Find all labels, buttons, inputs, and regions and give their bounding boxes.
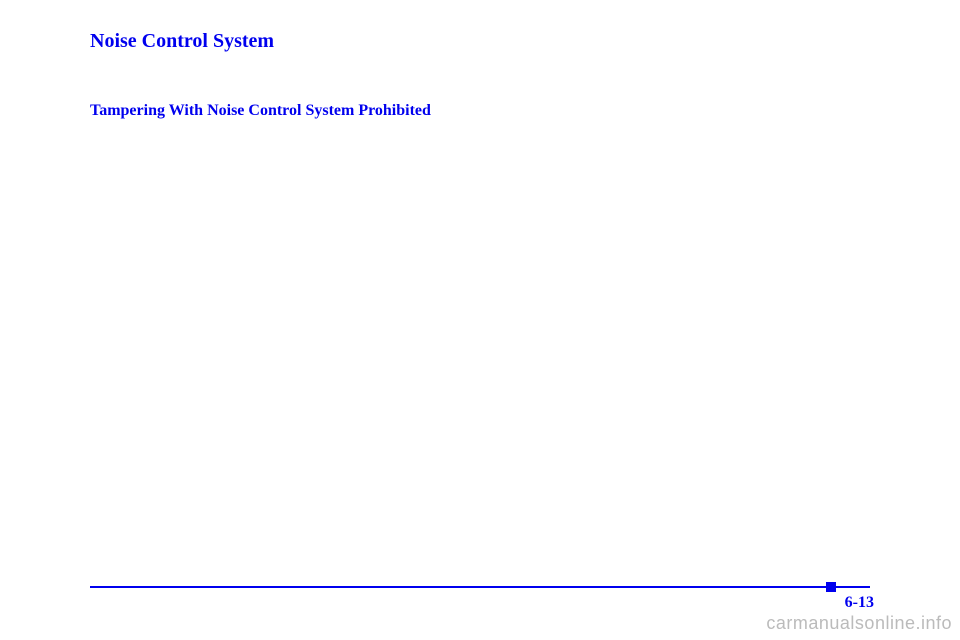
main-heading: Noise Control System (90, 30, 870, 53)
page-number: 6-13 (845, 594, 874, 612)
footer-divider (90, 586, 870, 588)
sub-heading: Tampering With Noise Control System Proh… (90, 101, 440, 122)
document-page: Noise Control System Tampering With Nois… (0, 0, 960, 640)
watermark-text: carmanualsonline.info (766, 613, 952, 634)
footer-bullet (826, 582, 836, 592)
